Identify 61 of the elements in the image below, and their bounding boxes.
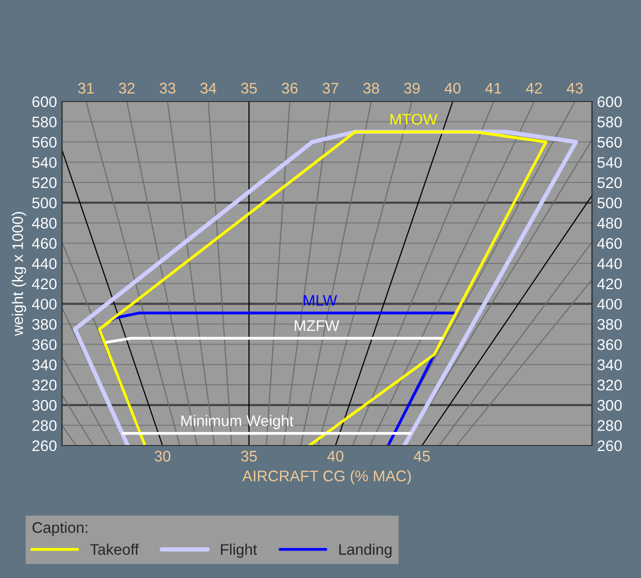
x2-tick-label: 40	[444, 82, 461, 94]
y2-tick-label: 580	[597, 116, 622, 128]
y2-tick-label: 480	[597, 218, 622, 229]
x2-tick-label: 41	[485, 82, 502, 94]
y2-tick-label: 320	[597, 380, 622, 390]
y2-tick-label: 540	[597, 157, 622, 168]
x2-tick-label: 33	[160, 82, 176, 94]
y-tick-label: 320	[32, 380, 57, 390]
x2-tick-label: 35	[241, 82, 257, 94]
y-tick-label: 300	[32, 400, 57, 411]
y2-tick-label: 440	[597, 258, 622, 270]
y-tick-label: 540	[32, 157, 57, 168]
y-tick-label: 420	[32, 278, 57, 290]
x2-tick-label: 39	[404, 82, 420, 94]
x-tick-label: 35	[241, 450, 257, 462]
y2-tick-label: 500	[597, 198, 622, 208]
legend-title: Caption:	[32, 522, 88, 536]
x2-tick-label: 37	[322, 82, 338, 94]
y-tick-label: 580	[32, 116, 57, 128]
x2-tick-label: 32	[118, 82, 135, 94]
x-axis-title: AIRCRAFT CG (% MAC)	[242, 470, 411, 484]
x-tick-label: 45	[414, 450, 430, 462]
y-tick-label: 460	[32, 238, 57, 249]
y2-tick-label: 420	[597, 278, 622, 290]
legend-label: Takeoff	[90, 544, 139, 555]
y2-tick-label: 400	[597, 298, 622, 310]
legend-label: Flight	[221, 544, 258, 558]
y-tick-label: 520	[32, 177, 57, 188]
x2-tick-label: 43	[566, 82, 583, 94]
x2-tick-label: 31	[78, 82, 94, 94]
y2-tick-label: 260	[598, 440, 622, 452]
y2-tick-label: 560	[597, 136, 622, 148]
y-tick-label: 340	[32, 359, 57, 370]
y2-tick-label: 600	[598, 96, 622, 108]
y2-tick-label: 380	[597, 318, 622, 330]
annotation: MTOW	[390, 114, 438, 125]
x2-tick-label: 34	[200, 82, 216, 94]
y-tick-label: 560	[32, 136, 57, 148]
y-tick-label: 500	[32, 198, 57, 208]
x2-tick-label: 42	[526, 82, 542, 94]
legend-label: Landing	[339, 544, 392, 558]
y2-tick-label: 300	[597, 400, 622, 411]
x-tick-label: 30	[154, 450, 170, 462]
y2-tick-label: 460	[597, 238, 622, 249]
y2-tick-label: 280	[598, 420, 622, 431]
x2-tick-label: 36	[282, 82, 298, 94]
y-tick-label: 260	[32, 440, 57, 452]
annotation: MZFW	[294, 320, 340, 331]
y-axis-title: weight (kg x 1000)	[12, 212, 26, 336]
y-tick-label: 600	[32, 96, 57, 108]
y-tick-label: 440	[32, 258, 57, 270]
y-tick-label: 380	[32, 318, 57, 330]
y2-tick-label: 360	[597, 339, 622, 350]
y-tick-label: 280	[32, 420, 57, 431]
y-tick-label: 480	[32, 218, 57, 229]
y-tick-label: 360	[32, 339, 57, 350]
y2-tick-label: 520	[597, 177, 622, 188]
y-tick-label: 400	[32, 298, 57, 310]
y2-tick-label: 340	[597, 359, 622, 370]
x2-tick-label: 38	[363, 82, 380, 94]
x-tick-label: 40	[327, 450, 344, 462]
